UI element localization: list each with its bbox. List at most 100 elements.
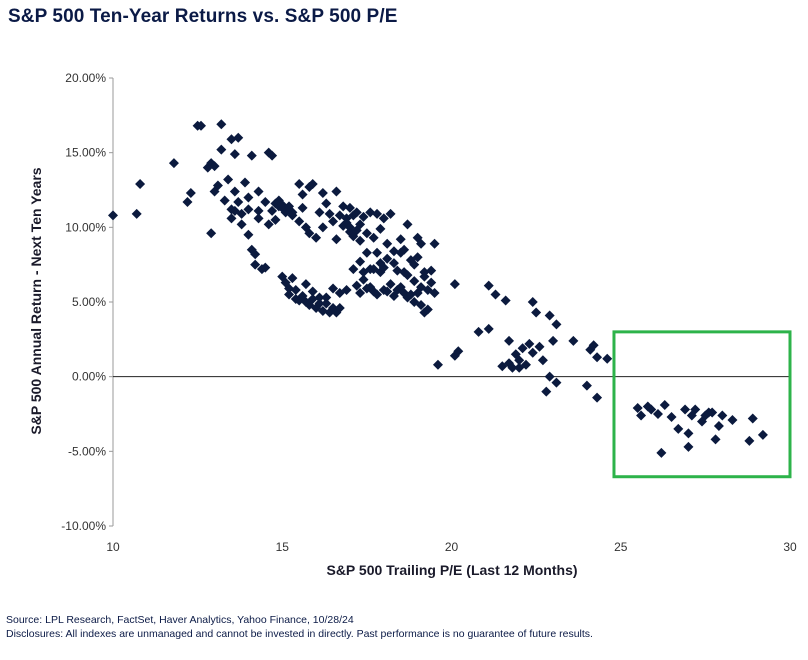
data-point bbox=[378, 213, 389, 224]
data-point bbox=[182, 196, 193, 207]
data-point bbox=[243, 204, 254, 215]
data-point bbox=[385, 208, 396, 219]
data-point bbox=[548, 335, 559, 346]
data-point bbox=[216, 119, 227, 130]
data-point bbox=[690, 404, 701, 415]
data-point bbox=[534, 341, 545, 352]
x-tick-label: 25 bbox=[614, 540, 628, 554]
data-point bbox=[317, 305, 328, 316]
data-point bbox=[368, 232, 379, 243]
data-point bbox=[636, 410, 647, 421]
data-point bbox=[314, 207, 325, 218]
data-point bbox=[483, 280, 494, 291]
data-point bbox=[683, 441, 694, 452]
x-tick-label: 10 bbox=[106, 540, 120, 554]
data-point bbox=[108, 210, 118, 221]
data-point bbox=[365, 207, 376, 218]
data-point bbox=[297, 202, 308, 213]
data-point bbox=[253, 205, 264, 216]
data-point bbox=[490, 289, 501, 300]
data-point bbox=[307, 294, 318, 305]
data-point bbox=[246, 150, 257, 161]
y-tick-label: -10.00% bbox=[61, 519, 106, 533]
y-tick-label: 5.00% bbox=[72, 295, 106, 309]
data-point bbox=[348, 264, 359, 275]
data-point bbox=[537, 355, 548, 366]
data-point bbox=[646, 404, 657, 415]
data-point bbox=[747, 413, 758, 424]
data-point bbox=[284, 289, 295, 300]
y-tick-label: 10.00% bbox=[65, 220, 106, 234]
data-point bbox=[351, 280, 362, 291]
data-point bbox=[267, 205, 278, 216]
highlight-box bbox=[612, 330, 792, 479]
points-layer bbox=[108, 119, 768, 458]
data-point bbox=[216, 144, 227, 155]
data-point bbox=[131, 208, 142, 219]
y-tick-label: -5.00% bbox=[68, 444, 106, 458]
data-point bbox=[317, 187, 328, 198]
data-point bbox=[531, 307, 542, 318]
data-point bbox=[588, 340, 599, 351]
chart-title: S&P 500 Ten-Year Returns vs. S&P 500 P/E bbox=[8, 6, 398, 27]
data-point bbox=[602, 353, 613, 364]
data-point bbox=[405, 289, 416, 300]
data-point bbox=[307, 286, 318, 297]
y-tick-label: 20.00% bbox=[65, 71, 106, 85]
data-point bbox=[717, 410, 728, 421]
data-point bbox=[328, 216, 339, 227]
data-point bbox=[382, 253, 393, 264]
data-point bbox=[324, 208, 335, 219]
data-point bbox=[240, 177, 251, 188]
data-point bbox=[250, 249, 261, 260]
data-point bbox=[426, 277, 437, 288]
data-point bbox=[412, 252, 423, 263]
data-point bbox=[304, 228, 315, 239]
x-axis-title: S&P 500 Trailing P/E (Last 12 Months) bbox=[326, 562, 577, 578]
data-point bbox=[287, 210, 298, 221]
data-point bbox=[317, 222, 328, 233]
data-point bbox=[267, 150, 278, 161]
data-point bbox=[226, 213, 237, 224]
data-point bbox=[541, 386, 552, 397]
data-point bbox=[527, 347, 538, 358]
data-point bbox=[355, 235, 366, 246]
axes-layer bbox=[112, 78, 790, 526]
data-point bbox=[382, 238, 393, 249]
data-point bbox=[632, 403, 643, 414]
data-point bbox=[429, 238, 440, 249]
data-point bbox=[409, 276, 420, 287]
data-point bbox=[544, 371, 555, 382]
data-point bbox=[713, 420, 724, 431]
data-point bbox=[500, 295, 511, 306]
data-point bbox=[270, 214, 281, 225]
data-point bbox=[707, 407, 718, 418]
data-point bbox=[473, 326, 484, 337]
data-point bbox=[361, 228, 372, 239]
data-point bbox=[744, 435, 755, 446]
data-point bbox=[253, 186, 264, 197]
data-point bbox=[168, 158, 179, 169]
data-point bbox=[212, 180, 223, 191]
data-point bbox=[372, 289, 383, 300]
data-point bbox=[314, 298, 325, 309]
data-point bbox=[223, 174, 234, 185]
data-point bbox=[361, 247, 372, 258]
data-point bbox=[757, 429, 768, 440]
data-point bbox=[321, 198, 332, 209]
data-point bbox=[592, 352, 603, 363]
data-point bbox=[263, 219, 274, 230]
data-point bbox=[504, 335, 515, 346]
data-point bbox=[656, 447, 667, 458]
data-point bbox=[727, 414, 738, 425]
data-point bbox=[185, 187, 196, 198]
data-point bbox=[507, 362, 518, 373]
data-point bbox=[666, 411, 677, 422]
data-point bbox=[581, 380, 592, 391]
data-point bbox=[378, 262, 389, 273]
data-point bbox=[422, 304, 433, 315]
data-point bbox=[294, 216, 305, 227]
data-point bbox=[385, 279, 396, 290]
x-tick-label: 15 bbox=[276, 540, 290, 554]
data-point bbox=[382, 286, 393, 297]
